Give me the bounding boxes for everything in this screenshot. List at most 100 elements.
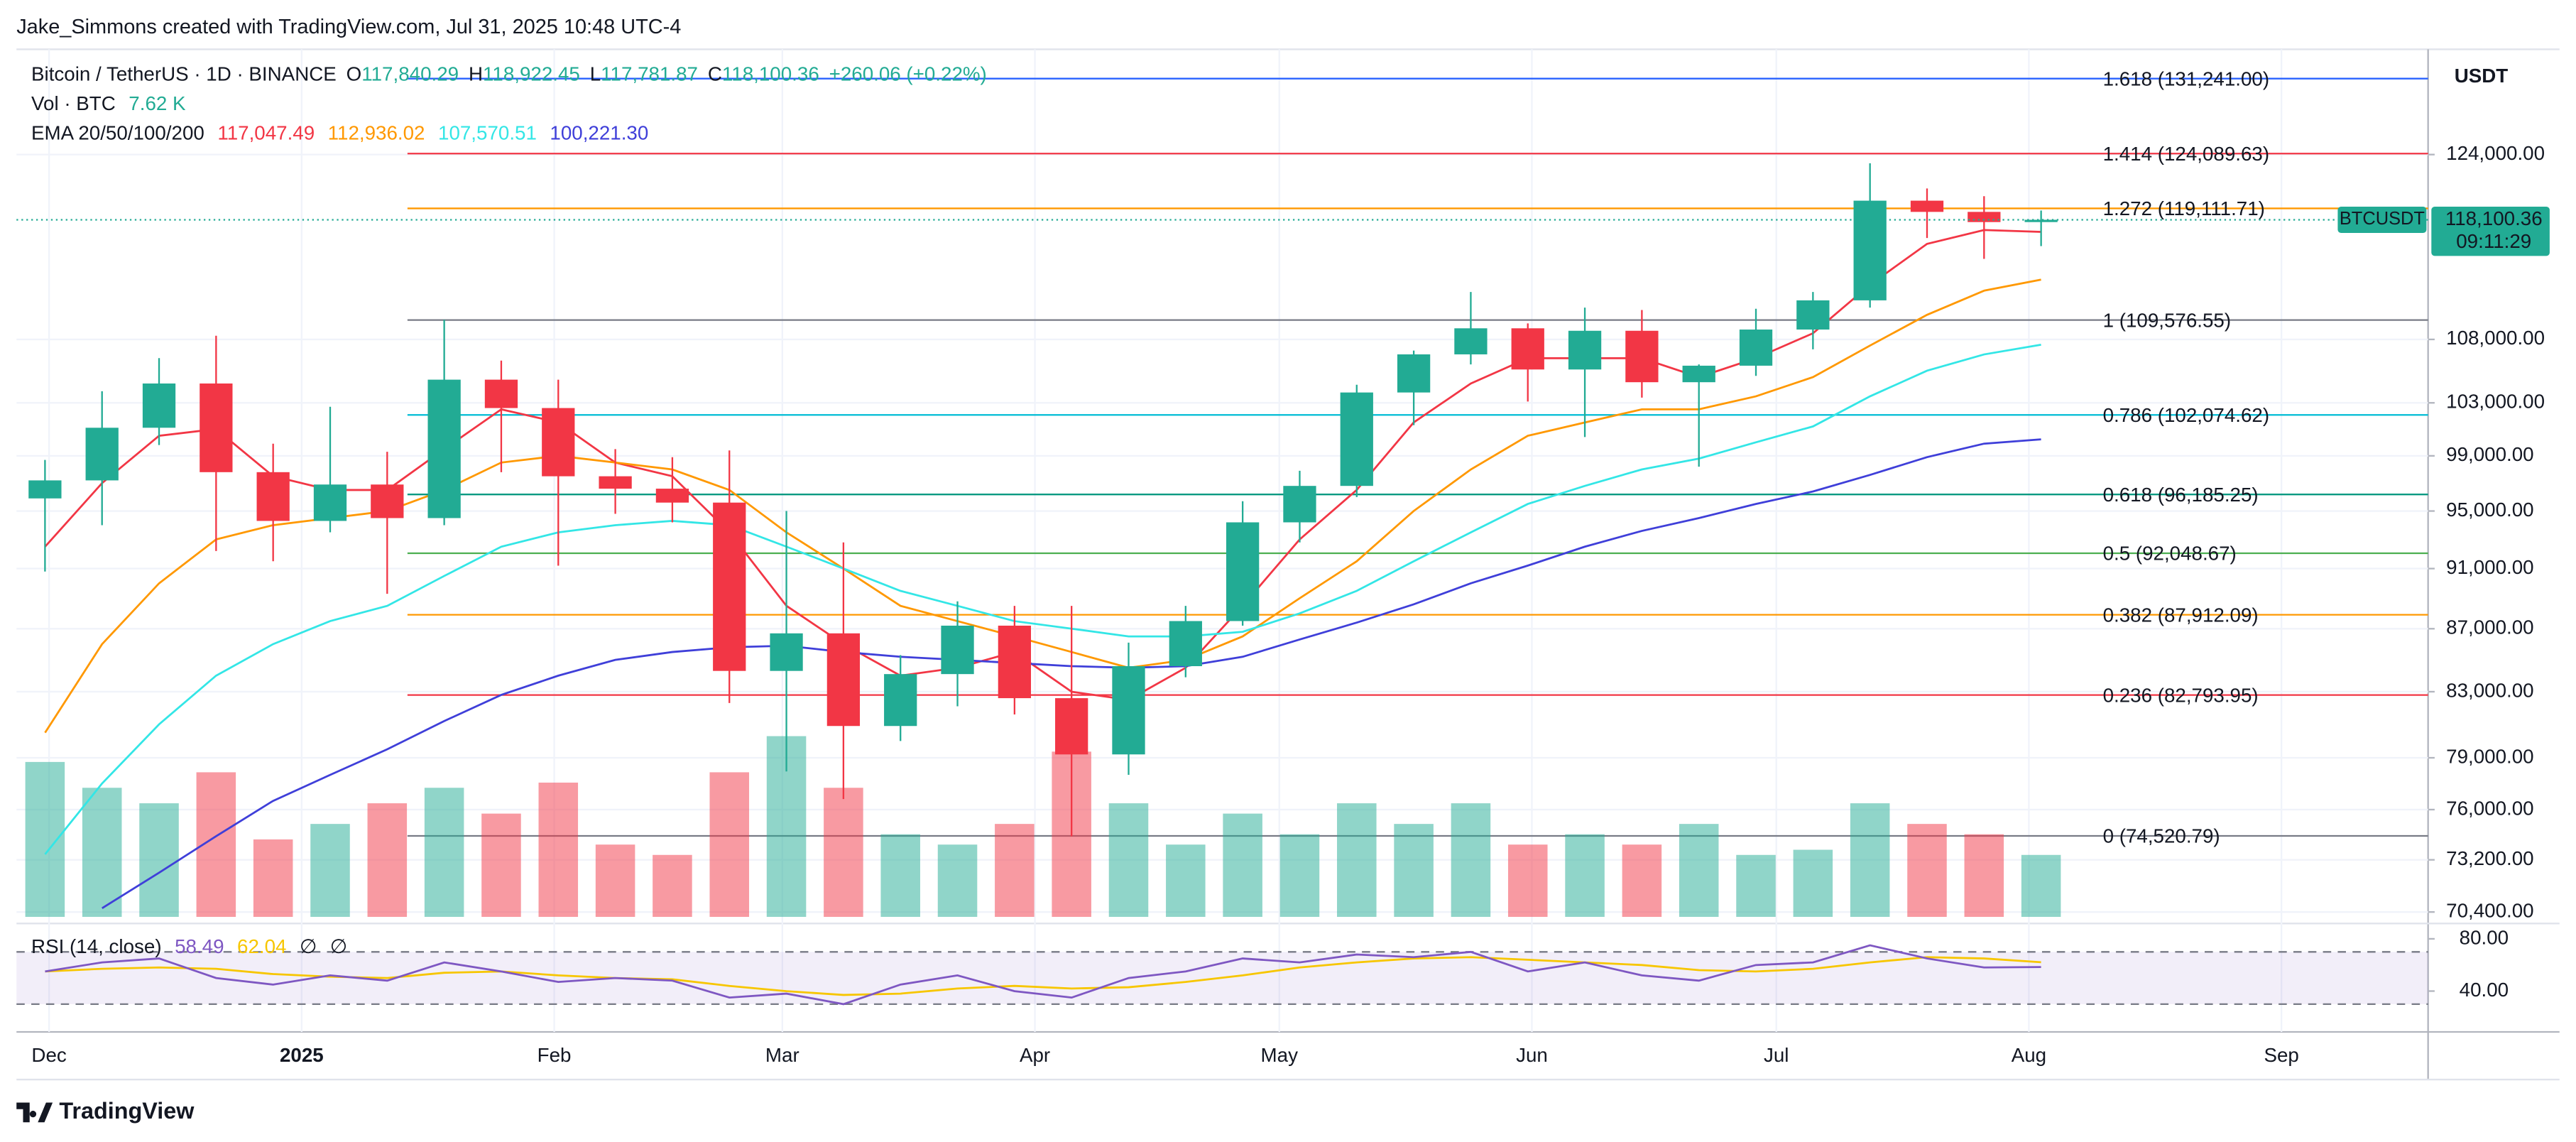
volume-bar [1907, 824, 1947, 918]
candle-body [484, 379, 518, 408]
candle-body [941, 625, 974, 675]
volume-bar [538, 782, 579, 918]
candle-body [542, 408, 575, 477]
fib-level-label: 1.272 (119,111.71) [2103, 197, 2265, 219]
y-tick-label: 103,000.00 [2446, 391, 2545, 413]
logo-icon [16, 1102, 53, 1123]
candle-body [1340, 392, 1373, 486]
x-tick-label: 2025 [280, 1044, 324, 1066]
change: +260.06 (+0.22%) [829, 63, 987, 85]
ohlc-key: H [469, 63, 483, 85]
x-tick-label: Jun [1516, 1044, 1548, 1066]
x-tick-label: Dec [31, 1044, 66, 1066]
volume-bar [995, 824, 1035, 918]
ema-value: 117,047.49 [217, 122, 315, 144]
volume-bar [709, 772, 750, 918]
y-tick-label: 99,000.00 [2446, 443, 2533, 465]
countdown-text: 09:11:29 [2456, 230, 2531, 252]
candle-body [85, 428, 119, 481]
ticker-tag [2337, 206, 2427, 233]
volume-bar [1108, 803, 1149, 918]
candle-body [1226, 522, 1260, 621]
x-tick-label: Jul [1764, 1044, 1789, 1066]
rsi-value: 62.04 [237, 935, 286, 957]
ema-value: 112,936.02 [328, 122, 425, 144]
candle-body [2024, 219, 2058, 222]
ema-title: EMA 20/50/100/200 [31, 122, 204, 144]
candle-body [256, 472, 290, 521]
volume-bar [653, 854, 692, 918]
ohlc-key: O [346, 63, 362, 85]
fib-level-label: 0.786 (102,074.62) [2103, 404, 2270, 426]
candle-body [427, 379, 461, 518]
fib-level-label: 1.414 (124,089.63) [2103, 143, 2270, 165]
y-tick-label: 124,000.00 [2446, 142, 2545, 164]
volume-bar [1736, 854, 1776, 918]
x-tick-label: Apr [1020, 1044, 1050, 1066]
volume-bar [880, 834, 920, 918]
ohlc-value: 118,922.45 [483, 63, 580, 85]
volume-bar [1223, 813, 1262, 918]
ema-value: 100,221.30 [550, 122, 648, 144]
volume-bar [1850, 803, 1890, 918]
x-tick-label: Aug [2012, 1044, 2046, 1066]
candle-body [1968, 212, 2001, 222]
brand-logo: TradingView [16, 1098, 195, 1124]
volume-bar [25, 761, 65, 918]
x-tick-label: May [1261, 1044, 1299, 1066]
volume-bar [1679, 824, 1719, 918]
candle-body [599, 476, 632, 489]
volume-bar [824, 788, 863, 918]
legend-ema: EMA 20/50/100/200 117,047.49 112,936.02 107… [31, 122, 648, 144]
y-tick-label: 87,000.00 [2446, 616, 2533, 638]
fib-level-label: 0.618 (96,185.25) [2103, 484, 2259, 506]
volume-bar [367, 803, 408, 918]
y-tick-label: 83,000.00 [2446, 679, 2533, 701]
candle-body [1682, 365, 1715, 383]
ohlc-value: 117,781.87 [601, 63, 698, 85]
symbol: Bitcoin / TetherUS · 1D · BINANCE [31, 63, 337, 85]
rsi-value: 58.49 [175, 935, 224, 957]
volume-bar [481, 813, 521, 918]
volume-bar [595, 844, 635, 918]
candle-body [655, 489, 689, 503]
y-tick-label: 95,000.00 [2446, 499, 2533, 521]
y-tick-label: 40.00 [2460, 979, 2509, 1001]
candle-body [826, 633, 861, 727]
ema-value: 107,570.51 [438, 122, 537, 144]
candle-body [1397, 354, 1431, 393]
candle-body [1055, 698, 1088, 755]
ohlc-key: C [708, 63, 722, 85]
rsi-extra: ∅ [300, 935, 317, 957]
y-tick-label: 80.00 [2460, 926, 2509, 948]
y-tick-label: 73,200.00 [2446, 847, 2533, 869]
candle-body [1568, 330, 1602, 370]
y-tick-label: 76,000.00 [2446, 797, 2533, 819]
candle-body [1910, 200, 1944, 212]
candle-body [142, 383, 176, 428]
candle-body [770, 633, 803, 671]
legend-volume: Vol · BTC 7.62 K [31, 92, 186, 114]
volume-bar [1394, 824, 1434, 918]
ohlc-key: L [590, 63, 601, 85]
rsi-line [45, 944, 2041, 1006]
volume-bar [1451, 803, 1491, 918]
fib-level-label: 1 (109,576.55) [2103, 309, 2232, 331]
volume-bar [1793, 849, 1833, 918]
y-tick-label: 79,000.00 [2446, 745, 2533, 767]
price-tag [2431, 206, 2550, 256]
volume-bar [139, 803, 179, 918]
volume-bar [1279, 834, 1320, 918]
y-tick-label: 108,000.00 [2446, 327, 2545, 349]
volume-last: 7.62 K [129, 92, 186, 114]
price-tag-text: 118,100.36 [2445, 207, 2543, 229]
volume-title: Vol · BTC [31, 92, 116, 114]
candle-body [313, 484, 347, 521]
volume-bar [253, 839, 293, 918]
fib-level-label: 0 (74,520.79) [2103, 825, 2220, 847]
candle-body [1454, 328, 1488, 354]
credit: Jake_Simmons created with TradingView.co… [16, 16, 681, 38]
volume-bar [424, 788, 464, 918]
